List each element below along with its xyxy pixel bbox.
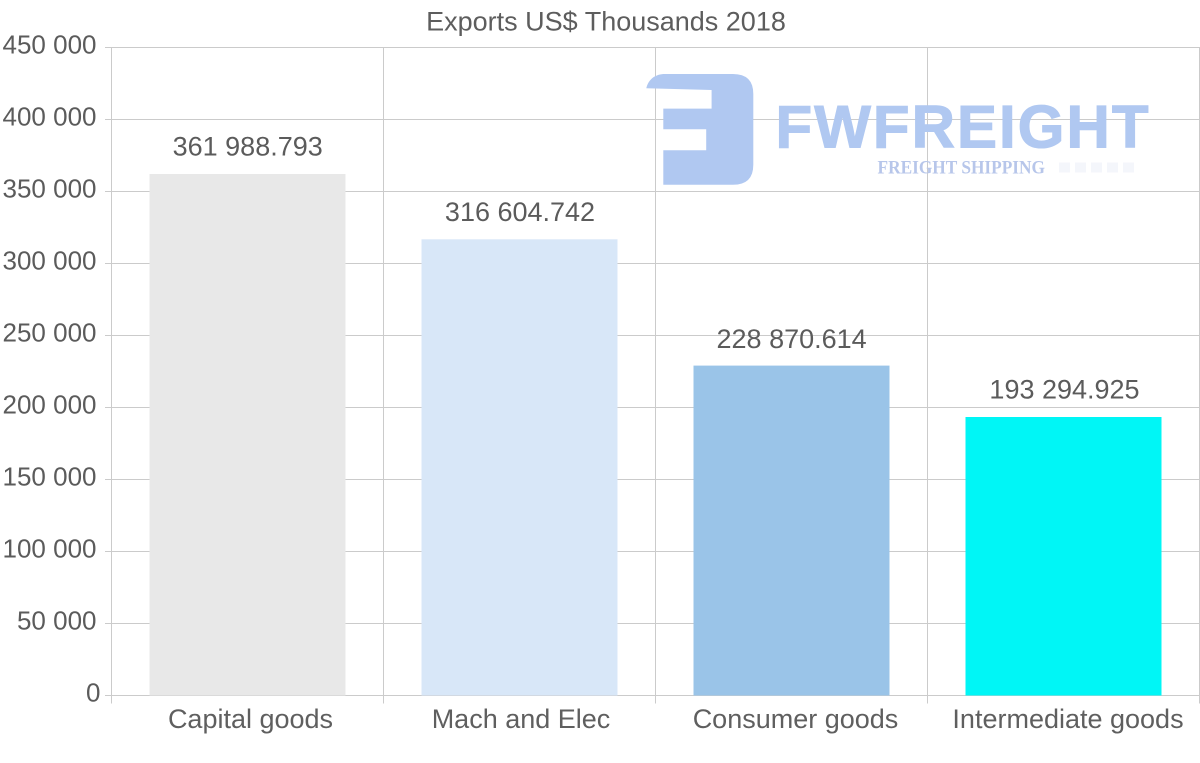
svg-text:316 604.742: 316 604.742 [445, 197, 595, 227]
svg-text:450 000: 450 000 [3, 30, 97, 60]
svg-text:250 000: 250 000 [3, 318, 97, 348]
svg-text:150 000: 150 000 [3, 462, 97, 492]
svg-text:FWFREIGHT: FWFREIGHT [776, 94, 1149, 161]
svg-text:228 870.614: 228 870.614 [717, 324, 867, 354]
svg-text:Mach and Elec: Mach and Elec [432, 704, 611, 734]
svg-text:Capital goods: Capital goods [168, 704, 333, 734]
svg-text:Intermediate goods: Intermediate goods [952, 704, 1183, 734]
svg-text:400 000: 400 000 [3, 102, 97, 132]
svg-text:300 000: 300 000 [3, 246, 97, 276]
svg-text:350 000: 350 000 [3, 174, 97, 204]
svg-text:200 000: 200 000 [3, 390, 97, 420]
svg-text:193 294.925: 193 294.925 [989, 375, 1139, 405]
svg-text:FREIGHT SHIPPING: FREIGHT SHIPPING [878, 158, 1046, 179]
svg-text:Consumer goods: Consumer goods [693, 704, 899, 734]
svg-text:361 988.793: 361 988.793 [173, 132, 323, 162]
svg-text:50 000: 50 000 [17, 606, 97, 636]
svg-text:Exports US$ Thousands 2018: Exports US$ Thousands 2018 [426, 7, 786, 37]
svg-text:0: 0 [86, 678, 100, 708]
svg-text:100 000: 100 000 [3, 534, 97, 564]
